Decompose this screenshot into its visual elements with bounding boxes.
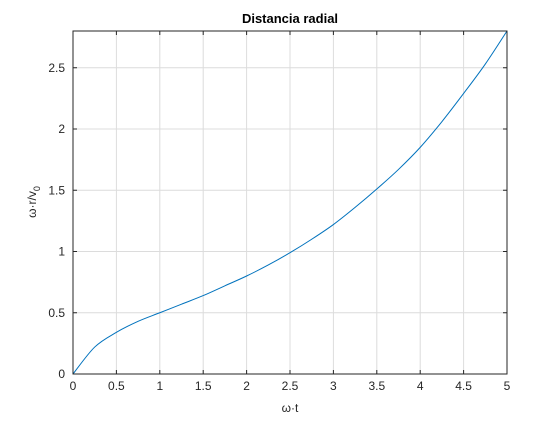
x-tick-label: 3	[330, 379, 337, 393]
x-tick-label: 5	[504, 379, 511, 393]
y-axis-label-main: ω·r/v	[25, 191, 39, 218]
chart-title: Distancia radial	[242, 11, 338, 26]
x-tick-label: 1	[156, 379, 163, 393]
grid	[73, 31, 507, 374]
y-tick-label: 0	[58, 367, 65, 381]
x-tick-label: 1.5	[195, 379, 212, 393]
series-layer	[72, 30, 508, 375]
x-axis-label: ω·t	[282, 401, 299, 415]
x-tick-label: 4.5	[455, 379, 472, 393]
y-tick-label: 2	[58, 122, 65, 136]
x-tick-label: 0.5	[108, 379, 125, 393]
x-tick-label: 0	[70, 379, 77, 393]
x-tick-label: 3.5	[368, 379, 385, 393]
y-axis-label: ω·r/v0	[25, 186, 42, 218]
ticks: 0 0.5 1 1.5 2 2.5 3 3.5 4 4.5 5 0 0.5 1 1.5 2 2.5	[48, 31, 511, 393]
series-line	[72, 30, 508, 375]
y-tick-label: 1.5	[48, 183, 65, 197]
y-tick-label: 1	[58, 245, 65, 259]
y-tick-label: 2.5	[48, 61, 65, 75]
y-tick-label: 0.5	[48, 306, 65, 320]
x-tick-label: 2.5	[282, 379, 299, 393]
x-tick-label: 2	[243, 379, 250, 393]
x-tick-label: 4	[417, 379, 424, 393]
y-axis-label-sub: 0	[32, 186, 42, 191]
